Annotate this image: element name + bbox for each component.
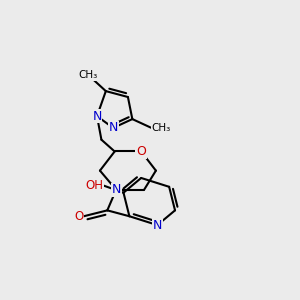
Text: N: N — [153, 219, 162, 232]
Text: CH₃: CH₃ — [79, 70, 98, 80]
Text: CH₃: CH₃ — [152, 123, 171, 133]
Text: O: O — [136, 145, 146, 158]
Text: OH: OH — [85, 179, 103, 192]
Text: O: O — [74, 210, 84, 223]
Text: N: N — [112, 183, 121, 196]
Text: N: N — [92, 110, 102, 123]
Text: N: N — [109, 122, 118, 134]
